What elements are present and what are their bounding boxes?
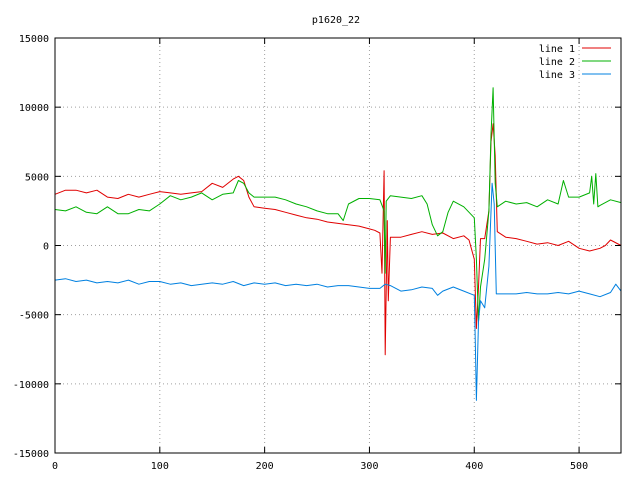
y-tick-label: 0 <box>43 242 49 253</box>
chart-title: p1620_22 <box>312 15 360 26</box>
y-tick-label: -5000 <box>19 311 49 322</box>
series-line-2 <box>54 87 622 323</box>
x-tick-label: 300 <box>360 461 378 472</box>
grid <box>55 38 621 453</box>
y-tick-label: -15000 <box>13 449 49 460</box>
axis-ticks: -15000 -10000 -5000 0 5000 10000 15000 0 100 200 3… <box>13 34 621 472</box>
series-layer <box>54 87 622 401</box>
y-tick-label: 5000 <box>25 172 49 183</box>
x-tick-label: 500 <box>570 461 588 472</box>
series-line-3 <box>54 182 622 401</box>
x-tick-label: 100 <box>151 461 169 472</box>
legend-label: line 2 <box>539 57 575 68</box>
legend-label: line 3 <box>539 70 575 81</box>
x-tick-label: 0 <box>52 461 58 472</box>
x-tick-label: 200 <box>256 461 274 472</box>
legend-label: line 1 <box>539 44 575 55</box>
y-tick-label: -10000 <box>13 380 49 391</box>
y-tick-label: 10000 <box>19 103 49 114</box>
legend: line 1 line 2 line 3 <box>539 44 611 81</box>
x-tick-label: 400 <box>465 461 483 472</box>
y-tick-label: 15000 <box>19 34 49 45</box>
series-line-1 <box>54 123 622 356</box>
